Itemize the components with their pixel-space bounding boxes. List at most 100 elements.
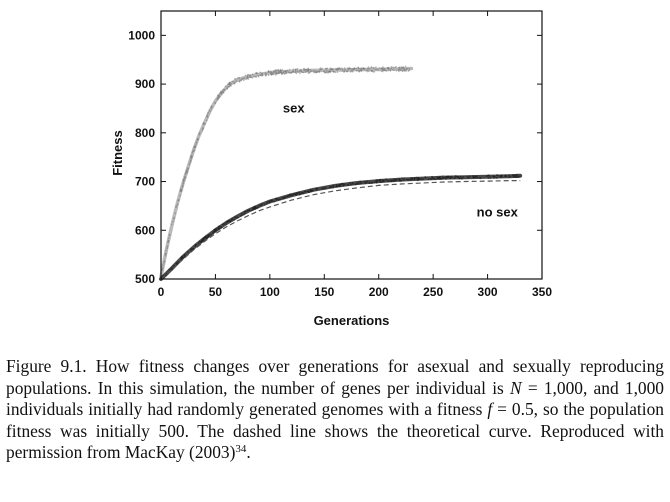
noise-point xyxy=(457,175,460,178)
noise-point xyxy=(166,246,168,248)
noise-point xyxy=(196,141,198,144)
noise-point xyxy=(427,178,430,181)
noise-point xyxy=(359,69,361,72)
noise-point xyxy=(181,257,184,260)
noise-point xyxy=(441,177,444,180)
noise-point xyxy=(295,72,298,75)
noise-point xyxy=(208,234,211,237)
noise-point xyxy=(283,72,285,75)
noise-point xyxy=(339,68,342,71)
noise-point xyxy=(399,69,401,71)
noise-point xyxy=(407,178,410,181)
noise-point xyxy=(187,167,189,170)
noise-point xyxy=(406,68,409,70)
noise-point xyxy=(163,262,165,264)
noise-point xyxy=(190,158,192,160)
noise-point xyxy=(275,71,278,73)
series-theory xyxy=(160,180,521,280)
noise-point xyxy=(372,71,375,73)
x-tick-label: 250 xyxy=(423,285,443,299)
noise-point xyxy=(357,69,359,72)
y-axis-title: Fitness xyxy=(110,130,125,176)
noise-point xyxy=(222,89,224,92)
noise-point xyxy=(390,66,393,68)
noise-point xyxy=(322,71,325,73)
noise-point xyxy=(332,185,335,188)
noise-point xyxy=(299,72,301,75)
noise-point xyxy=(275,69,277,71)
noise-point xyxy=(210,233,213,236)
noise-point xyxy=(298,70,301,72)
noise-point xyxy=(205,236,207,239)
noise-point xyxy=(325,187,327,190)
noise-point xyxy=(294,70,297,72)
noise-point xyxy=(231,80,233,83)
noise-point xyxy=(475,175,478,178)
noise-point xyxy=(182,180,185,183)
noise-point xyxy=(385,70,388,72)
noise-point xyxy=(408,68,411,70)
noise-point xyxy=(255,207,257,210)
noise-point xyxy=(395,69,398,72)
noise-point xyxy=(402,69,405,71)
y-tick-label: 500 xyxy=(135,272,155,286)
noise-point xyxy=(371,69,374,72)
noise-point xyxy=(420,178,423,181)
noise-point xyxy=(243,77,246,80)
noise-point xyxy=(309,68,311,71)
noise-point xyxy=(401,70,403,72)
noise-point xyxy=(512,174,515,176)
noise-point xyxy=(235,216,238,219)
noise-point xyxy=(263,203,266,206)
noise-point xyxy=(239,79,241,81)
noise-point xyxy=(289,195,292,197)
noise-point xyxy=(257,74,260,77)
noise-point xyxy=(294,68,297,71)
noise-point xyxy=(254,76,257,78)
noise-point xyxy=(225,223,228,225)
noise-point xyxy=(190,249,192,252)
noise-point xyxy=(375,66,377,68)
noise-point xyxy=(201,129,203,132)
noise-point xyxy=(220,226,223,229)
noise-point xyxy=(251,73,254,75)
noise-point xyxy=(175,206,177,208)
noise-point xyxy=(165,249,167,252)
x-tick-label: 200 xyxy=(369,285,389,299)
noise-point xyxy=(336,185,338,188)
noise-point xyxy=(307,68,310,71)
noise-point xyxy=(309,71,311,74)
noise-point xyxy=(304,190,307,193)
noise-point xyxy=(312,189,314,192)
noise-point xyxy=(251,207,254,210)
noise-point xyxy=(365,69,368,72)
noise-point xyxy=(265,202,268,205)
series-line xyxy=(159,173,523,281)
noise-point xyxy=(422,178,424,181)
noise-point xyxy=(417,177,420,180)
noise-point xyxy=(227,220,230,223)
noise-point xyxy=(382,66,384,68)
noise-point xyxy=(199,132,201,134)
noise-point xyxy=(438,176,441,179)
noise-point xyxy=(271,71,273,74)
caption-text: . xyxy=(246,442,251,462)
noise-point xyxy=(356,182,359,185)
noise-point xyxy=(367,67,369,70)
noise-point xyxy=(351,70,354,73)
noise-point xyxy=(296,70,299,72)
noise-point xyxy=(277,72,280,74)
noise-point xyxy=(292,193,295,195)
noise-point xyxy=(313,70,315,72)
noise-point xyxy=(360,182,363,184)
noise-point xyxy=(339,184,342,186)
series-line xyxy=(160,180,521,280)
noise-point xyxy=(378,179,381,182)
noise-point xyxy=(214,102,217,104)
noise-point xyxy=(352,68,355,70)
noise-point xyxy=(401,67,403,70)
noise-point xyxy=(387,180,390,183)
noise-point xyxy=(234,82,236,84)
noise-point xyxy=(191,156,193,158)
noise-point xyxy=(406,178,408,181)
